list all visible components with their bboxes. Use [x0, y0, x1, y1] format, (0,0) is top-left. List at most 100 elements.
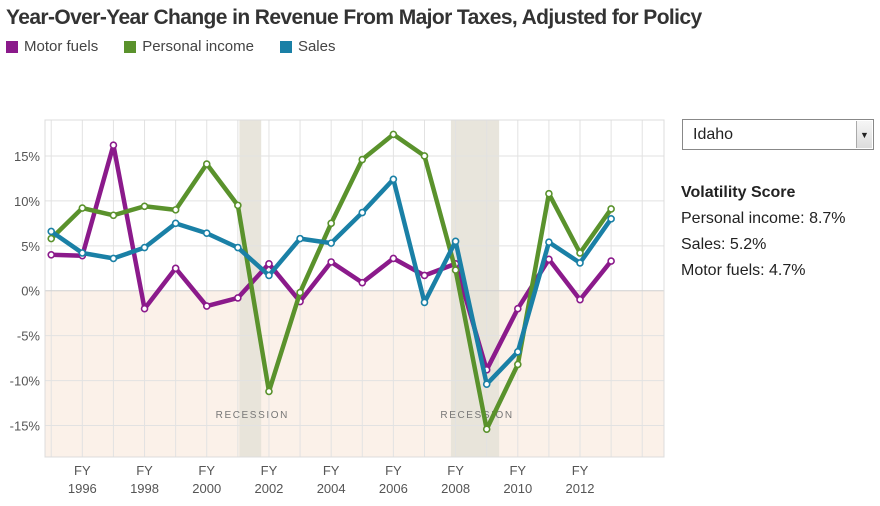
x-tick-label-year: 1996 — [68, 481, 97, 496]
x-tick-label: FY 2004 — [317, 463, 346, 496]
data-point-motor-fuels — [265, 259, 273, 268]
x-tick-label-fy: FY — [136, 463, 153, 478]
y-tick-label: 5% — [21, 239, 40, 254]
data-point-motor-fuels — [389, 254, 398, 263]
x-tick-label-fy: FY — [385, 463, 402, 478]
data-point-motor-fuels — [47, 251, 56, 259]
x-tick-label: FY 1998 — [130, 463, 159, 496]
data-point-sales — [109, 254, 118, 263]
data-point-motor-fuels — [234, 294, 242, 302]
x-tick-label-fy: FY — [509, 463, 526, 478]
x-tick-label-fy: FY — [74, 463, 91, 478]
data-point-personal-income — [420, 152, 429, 160]
data-point-sales — [234, 243, 242, 252]
x-tick-label: FY 2008 — [441, 463, 470, 496]
data-point-motor-fuels — [327, 258, 335, 266]
data-point-motor-fuels — [514, 304, 522, 313]
x-tick-label-year: 2006 — [379, 481, 408, 496]
data-point-sales — [202, 229, 211, 238]
data-point-motor-fuels — [358, 278, 367, 287]
x-tick-label-year: 1998 — [130, 481, 159, 496]
x-tick-label: FY 2010 — [503, 463, 532, 496]
data-point-motor-fuels — [202, 302, 211, 310]
legend-item-motor-fuels[interactable]: Motor fuels — [6, 38, 98, 55]
plot-frame — [44, 119, 665, 458]
volatility-personal-income: Personal income: 8.7% — [681, 210, 846, 227]
data-point-sales — [140, 243, 149, 252]
plot-area-negative — [45, 290, 664, 457]
data-point-sales — [171, 219, 180, 228]
volatility-motor-fuels: Motor fuels: 4.7% — [681, 262, 806, 279]
legend-label-sales: Sales — [297, 38, 336, 55]
data-point-motor-fuels — [420, 271, 429, 280]
data-point-personal-income — [296, 288, 304, 297]
data-point-personal-income — [451, 266, 460, 274]
data-point-motor-fuels — [576, 295, 584, 304]
chart-legend: Motor fuels Personal income Sales — [6, 38, 335, 55]
legend-swatch-sales — [279, 40, 292, 53]
data-point-sales — [389, 175, 398, 184]
data-point-sales — [482, 380, 491, 389]
x-tick-label: FY 2012 — [566, 463, 595, 496]
data-point-motor-fuels — [607, 257, 615, 265]
data-point-sales — [78, 249, 87, 257]
y-tick-label: 10% — [14, 194, 40, 209]
x-tick-label-fy: FY — [198, 463, 215, 478]
recession-label-2: RECESSION — [440, 410, 513, 421]
data-point-motor-fuels — [109, 141, 118, 149]
data-point-personal-income — [607, 205, 615, 213]
data-point-personal-income — [202, 160, 211, 168]
data-point-sales — [296, 234, 304, 243]
legend-label-personal-income: Personal income — [142, 38, 254, 55]
legend-item-sales[interactable]: Sales — [279, 38, 336, 55]
y-tick-label: -5% — [17, 329, 41, 344]
recession-label-1: RECESSION — [216, 410, 289, 421]
data-point-personal-income — [545, 189, 553, 198]
data-point-sales — [358, 208, 367, 217]
x-tick-label-year: 2002 — [254, 481, 283, 496]
y-tick-label: 15% — [14, 149, 40, 164]
data-point-personal-income — [109, 211, 118, 220]
volatility-panel: Volatility Score Personal income: 8.7% S… — [681, 180, 846, 284]
x-tick-label-fy: FY — [447, 463, 464, 478]
data-point-sales — [514, 348, 522, 356]
x-tick-label-year: 2000 — [192, 481, 221, 496]
x-tick-label: FY 1996 — [68, 463, 97, 496]
chevron-down-icon[interactable]: ▼ — [856, 121, 872, 148]
volatility-title: Volatility Score — [681, 184, 796, 201]
data-point-personal-income — [47, 234, 56, 243]
y-tick-label: -10% — [10, 374, 41, 389]
data-point-sales — [47, 227, 56, 236]
x-tick-label: FY 2006 — [379, 463, 408, 496]
data-point-personal-income — [358, 155, 367, 164]
data-point-sales — [451, 237, 460, 246]
data-point-personal-income — [576, 249, 584, 257]
data-point-personal-income — [171, 206, 180, 214]
x-tick-label-year: 2010 — [503, 481, 532, 496]
legend-item-personal-income[interactable]: Personal income — [124, 38, 254, 55]
data-point-personal-income — [78, 204, 87, 212]
data-point-sales — [607, 215, 615, 223]
line-chart: RECESSION RECESSION 15% 10% 5% 0% -5% -10% -15% F… — [10, 119, 665, 496]
data-point-personal-income — [265, 387, 273, 396]
state-select[interactable]: Idaho ▼ — [682, 119, 874, 150]
data-point-personal-income — [389, 130, 398, 139]
data-point-motor-fuels — [140, 304, 149, 313]
data-point-sales — [265, 271, 273, 280]
x-tick-label: FY 2002 — [254, 463, 283, 496]
x-tick-label-year: 2012 — [566, 481, 595, 496]
volatility-sales: Sales: 5.2% — [681, 236, 767, 253]
x-tick-label-fy: FY — [572, 463, 589, 478]
legend-swatch-personal-income — [124, 40, 137, 53]
data-point-motor-fuels — [171, 264, 180, 273]
x-tick-label: FY 2000 — [192, 463, 221, 496]
y-tick-label: 0% — [21, 284, 40, 299]
data-point-personal-income — [514, 360, 522, 369]
x-tick-label-year: 2008 — [441, 481, 470, 496]
x-tick-label-year: 2004 — [317, 481, 346, 496]
data-point-sales — [576, 259, 584, 267]
page-title: Year-Over-Year Change in Revenue From Ma… — [6, 6, 702, 29]
y-tick-label: -15% — [10, 419, 41, 434]
data-point-sales — [420, 298, 429, 307]
legend-label-motor-fuels: Motor fuels — [24, 38, 99, 55]
